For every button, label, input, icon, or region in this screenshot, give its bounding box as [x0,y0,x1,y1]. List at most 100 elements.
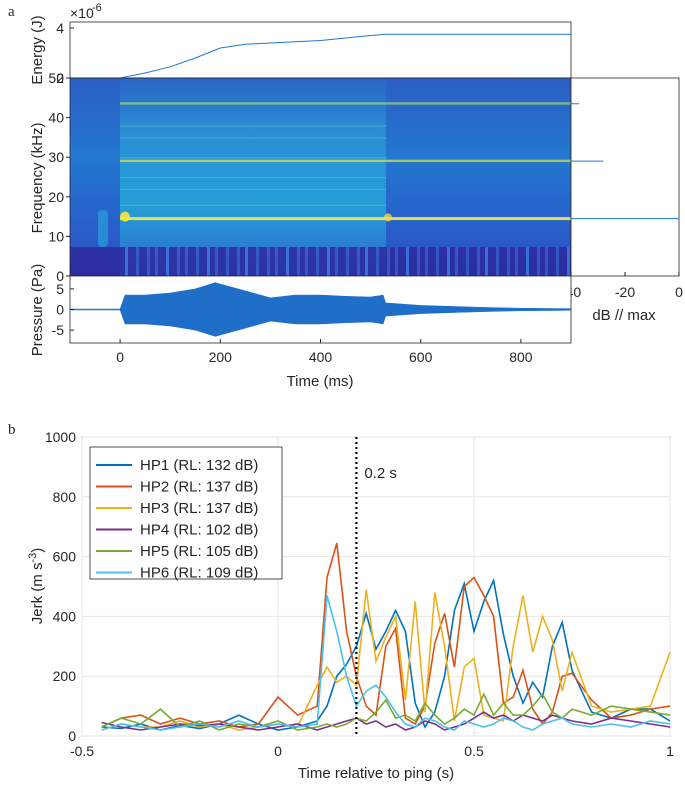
jerk-y-ticks: 0 200 400 600 800 1000 [45,429,76,744]
stripe [226,247,229,276]
energy-plot-area [69,21,572,79]
time-tick-label: 600 [409,349,433,365]
stripe [436,247,439,276]
stripe [125,247,128,276]
freq-tick-label: 50 [48,70,64,86]
freq-tick-label: 10 [48,228,64,244]
precursor-blob [98,210,108,247]
stripe [417,247,420,276]
stripe [147,247,150,276]
harmonic-line [120,204,386,206]
spectrogram-low-band [70,247,571,276]
stripe [185,247,188,276]
legend-label: HP2 (RL: 137 dB) [140,479,258,496]
stripe [297,247,300,276]
spectrogram-tonal-bands [120,102,571,222]
spectrogram-signal-region [120,78,386,276]
stripe [196,247,199,276]
stripe [537,247,540,276]
stripe [357,247,360,276]
jerk-y-tick-label: 0 [68,728,76,744]
time-tick-label: 800 [509,349,533,365]
jerk-y-tick-label: 200 [53,668,77,684]
stripe [447,247,450,276]
time-tick-label: 400 [309,349,333,365]
stripe [477,247,480,276]
series-line [101,577,671,731]
jerk-y-tick-label: 400 [53,608,77,624]
tonal-band [120,159,571,163]
pressure-envelope [69,282,572,337]
stripe [215,247,218,276]
time-tick-label: 0 [116,349,124,365]
stripe [166,247,169,276]
spectrogram-plot: 0 10 20 30 40 50 Frequency (kHz) [29,70,578,284]
stripe [545,247,548,276]
jerk-y-tick-label: 600 [53,549,77,565]
spectrum-x-label: dB // max [592,307,656,324]
panel-b-label: b [8,422,16,438]
spectrum-tick-label: -20 [615,284,635,300]
time-x-label: Time (ms) [287,373,354,390]
legend-label: HP1 (RL: 132 dB) [140,457,258,474]
jerk-x-label: Time relative to ping (s) [298,765,454,782]
stripe [466,247,469,276]
spectrogram-stripes [98,210,578,276]
stripe [515,247,518,276]
stripe [256,247,259,276]
harmonic-line [120,188,386,191]
jerk-y-label: Jerk (m s-3) [27,548,46,624]
energy-exponent-value: -6 [92,2,102,14]
stripe [286,247,289,276]
stripe [335,247,338,276]
energy-tick-label: 2 [56,70,64,86]
jerk-y-tick-label: 1000 [45,429,76,445]
series-line [101,692,671,731]
stripe [155,247,158,276]
stripe [376,247,379,276]
jerk-grid [81,436,671,737]
tonal-band [120,102,571,105]
frequency-y-ticks: 0 10 20 30 40 50 [48,70,70,284]
energy-line [120,33,571,79]
spectrum-plot-area [570,77,680,277]
stripe [406,247,409,276]
stripe [526,247,529,276]
stripe [455,247,458,276]
pressure-y-label: Pressure (Pa) [29,264,46,357]
stripe [395,247,398,276]
pressure-tick-label: 0 [56,302,64,318]
legend-label: HP3 (RL: 137 dB) [140,500,258,517]
pressure-x-ticks: 0 200 400 600 800 [116,339,533,365]
energy-plot: 2 4 Energy (J) ×10 -6 [29,2,572,86]
jerk-x-ticks: -0.5 0 0.5 1 [70,743,674,759]
stripe [237,247,240,276]
stripe [245,247,248,276]
stripe [567,247,570,276]
freq-tick-label: 30 [48,149,64,165]
stripe [316,247,319,276]
pressure-tick-label: -5 [52,322,65,338]
jerk-x-tick-label: 0 [274,743,282,759]
legend-label: HP5 (RL: 105 dB) [140,543,258,560]
stripe [207,247,210,276]
frequency-y-label: Frequency (kHz) [29,123,46,234]
stripe [556,247,559,276]
time-marker-label: 0.2 s [364,465,397,482]
stripe [507,247,510,276]
series-line [101,589,671,731]
stripe [177,247,180,276]
freq-tick-label: 20 [48,189,64,205]
stripe [346,247,349,276]
energy-tick-label: 4 [56,20,64,36]
time-tick-label: 200 [209,349,233,365]
harmonic-line [120,157,386,159]
freq-tick-label: 0 [56,268,64,284]
spectrum-plot: -40-200 dB // max [561,77,683,324]
jerk-x-tick-label: 1 [666,743,674,759]
stripe [365,247,368,276]
stripe [136,247,139,276]
jerk-x-tick-label: -0.5 [70,743,94,759]
spectrum-peaks [571,103,679,220]
